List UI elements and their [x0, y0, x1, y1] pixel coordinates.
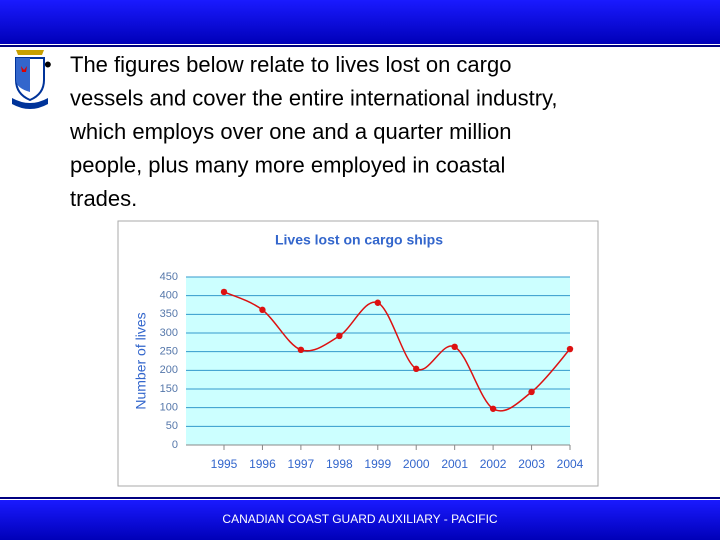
y-tick-label: 100	[160, 402, 178, 414]
y-axis-label: Number of lives	[133, 312, 149, 409]
x-tick-label: 2002	[480, 457, 507, 471]
point	[489, 405, 497, 412]
y-tick-label: 400	[160, 290, 178, 302]
bullet: •	[44, 52, 52, 77]
point	[259, 306, 266, 314]
point	[451, 343, 458, 351]
y-tick-label: 250	[160, 346, 178, 358]
bullet-line: people, plus many more employed in coast…	[70, 152, 505, 177]
line	[223, 291, 571, 412]
bullet-line: The figures below relate to lives lost o…	[70, 52, 511, 77]
x-tick-label: 1995	[211, 457, 238, 471]
y-tick-label: 450	[160, 271, 178, 283]
x-tick-label: 2001	[441, 457, 468, 471]
point	[566, 345, 574, 353]
point	[297, 346, 305, 353]
x-tick-label: 2000	[403, 457, 430, 471]
footer-text: CANADIAN COAST GUARD AUXILIARY - PACIFIC	[222, 512, 498, 526]
point	[528, 388, 535, 396]
y-tick-label: 350	[160, 308, 178, 320]
logo	[12, 50, 48, 109]
chart-title: Lives lost on cargo ships	[275, 232, 443, 248]
bullet-line: which employs over one and a quarter mil…	[69, 119, 511, 144]
bullet-text: The figures below relate to lives lost o…	[69, 52, 558, 211]
x-tick-label: 1997	[288, 457, 315, 471]
y-tick-label: 200	[160, 364, 178, 376]
x-tick-label: 1998	[326, 457, 353, 471]
point	[413, 365, 420, 373]
header-bar	[0, 0, 720, 44]
y-tick-label: 300	[160, 327, 178, 339]
bullet-line: trades.	[70, 186, 137, 211]
x-tick-label: 1996	[249, 457, 276, 471]
y-tick-label: 0	[172, 439, 178, 451]
x-tick-label: 2003	[518, 457, 545, 471]
point	[220, 288, 228, 296]
bullet-line: vessels and cover the entire internation…	[70, 85, 558, 110]
point	[336, 332, 343, 340]
x-tick-label: 2004	[557, 457, 584, 471]
footer-bar	[0, 500, 720, 540]
point	[374, 299, 381, 306]
x-tick-label: 1999	[364, 457, 391, 471]
y-tick-label: 150	[160, 383, 178, 395]
y-tick-label: 50	[166, 420, 178, 432]
